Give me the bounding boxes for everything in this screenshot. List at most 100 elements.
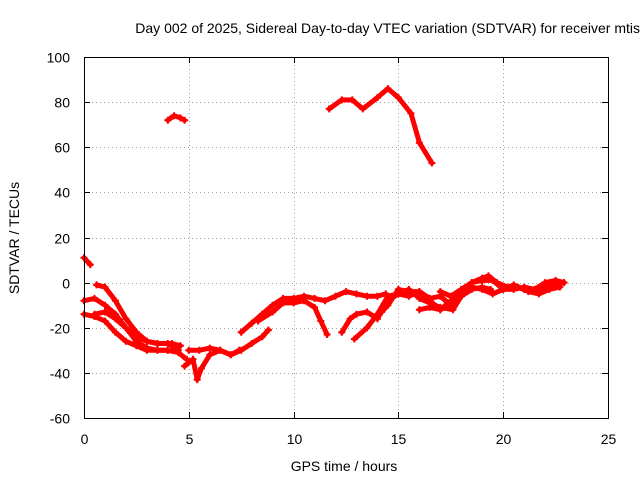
data-point [269,301,277,309]
data-point [359,105,367,113]
data-point [415,288,423,296]
data-point [535,290,543,298]
series-trace [165,113,188,123]
data-point [384,292,392,300]
series-s11 [254,297,331,338]
data-point [394,285,402,293]
data-point [164,116,172,124]
data-point [449,306,457,314]
data-point [248,340,256,347]
data-point [193,376,201,384]
data-point [332,292,339,300]
data-point [227,351,235,359]
data-point [363,324,371,332]
data-point [170,112,178,120]
axis-ticks: 0 5 10 15 20 25 -60 -40 -20 0 20 40 60 80 100 [47,50,617,448]
series-s1 [80,254,94,269]
data-point [185,346,193,354]
data-point [311,294,319,302]
data-point [373,94,381,102]
data-point [447,292,455,300]
series-s16 [436,272,564,300]
data-point [373,292,381,300]
series-s3 [325,85,436,167]
data-point [181,362,189,370]
data-point [248,319,256,327]
data-point [353,310,360,318]
data-point [436,288,444,296]
plot-frame [84,57,609,419]
data-point [342,288,350,296]
data-point [237,346,245,354]
data-point [415,139,423,147]
data-point [436,306,444,314]
data-point [111,297,119,305]
data-point [86,261,94,269]
data-point [164,346,172,354]
data-point [122,324,130,332]
data-point [269,308,277,316]
data-point [206,344,214,352]
data-point [132,337,140,345]
y-tick-label: -60 [50,411,70,427]
y-tick-label: 80 [54,95,70,111]
data-point [122,315,130,323]
data-point [478,285,486,293]
data-point [405,288,413,296]
y-tick-label: 20 [54,231,70,247]
data-point [415,294,423,302]
data-point [545,285,553,293]
data-point [524,288,532,296]
x-axis-label: GPS time / hours [291,458,398,474]
data-point [338,328,346,336]
data-point [197,364,205,372]
series-trace [81,255,93,268]
data-point [279,299,287,307]
data-point [174,349,182,357]
series-s7 [91,308,172,354]
data-point [290,299,298,307]
data-point [378,308,386,316]
data-point [153,346,161,354]
data-point [101,283,109,291]
data-point [176,114,184,122]
x-tick-label: 10 [287,431,303,447]
data-point [478,274,486,282]
data-point [181,116,189,124]
y-axis-label: SDTVAR / TECUs [6,182,22,294]
data-point [189,355,197,363]
y-tick-label: 0 [62,276,70,292]
y-tick-label: -40 [50,366,70,382]
data-point [323,331,331,338]
data-point [348,96,356,104]
data-point [428,159,436,167]
data-point [153,340,161,347]
data-point [503,283,511,291]
data-point [91,294,98,302]
data-point [338,96,346,104]
data-point [457,285,465,293]
data-point [122,337,130,345]
x-tick-label: 5 [186,431,194,447]
data-point [560,279,568,287]
data-point [101,308,109,316]
x-tick-label: 25 [601,431,617,447]
data-point [394,94,402,102]
chart-title: Day 002 of 2025, Sidereal Day-to-day VTE… [135,20,640,36]
data-point [111,315,119,323]
data-point [237,328,245,336]
data-layer [80,85,568,384]
data-point [216,346,224,354]
data-point [311,303,319,311]
series-s9 [185,326,272,359]
data-point [132,328,140,336]
data-point [93,281,101,289]
data-point [493,279,501,287]
data-point [384,85,392,93]
x-tick-label: 15 [391,431,407,447]
data-point [363,292,371,300]
data-point [300,297,308,305]
data-point [407,109,415,117]
data-point [363,308,371,316]
